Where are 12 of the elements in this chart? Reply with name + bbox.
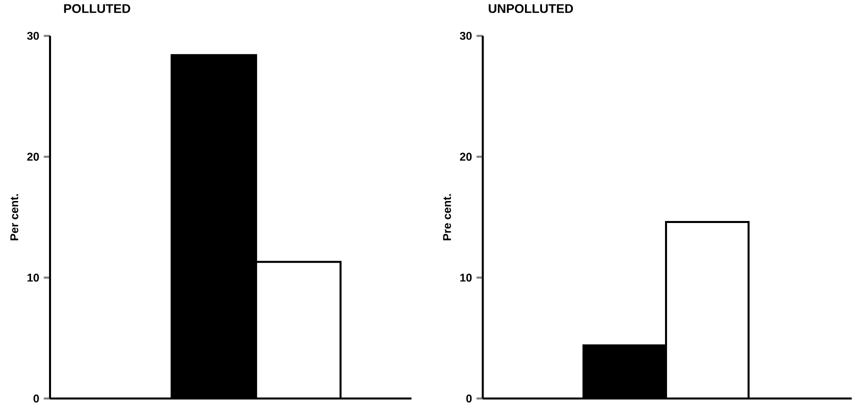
y-tick-label: 10 [28,274,39,282]
chart-title: UNPOLLUTED [488,4,573,14]
y-tick-label: 10 [460,274,472,282]
y-tick-label: 30 [460,32,472,40]
y-tick-label: 20 [27,152,39,161]
y-tick-label: 0 [466,394,472,403]
y-tick-label: 0 [34,394,39,403]
y-tick-label: 30 [27,32,39,40]
y-tick-label: 20 [460,152,472,161]
chart-title: POLLUTED [64,4,130,14]
y-axis-title: Per cent. [10,194,18,240]
y-axis-title: Pre cent. [443,194,452,240]
